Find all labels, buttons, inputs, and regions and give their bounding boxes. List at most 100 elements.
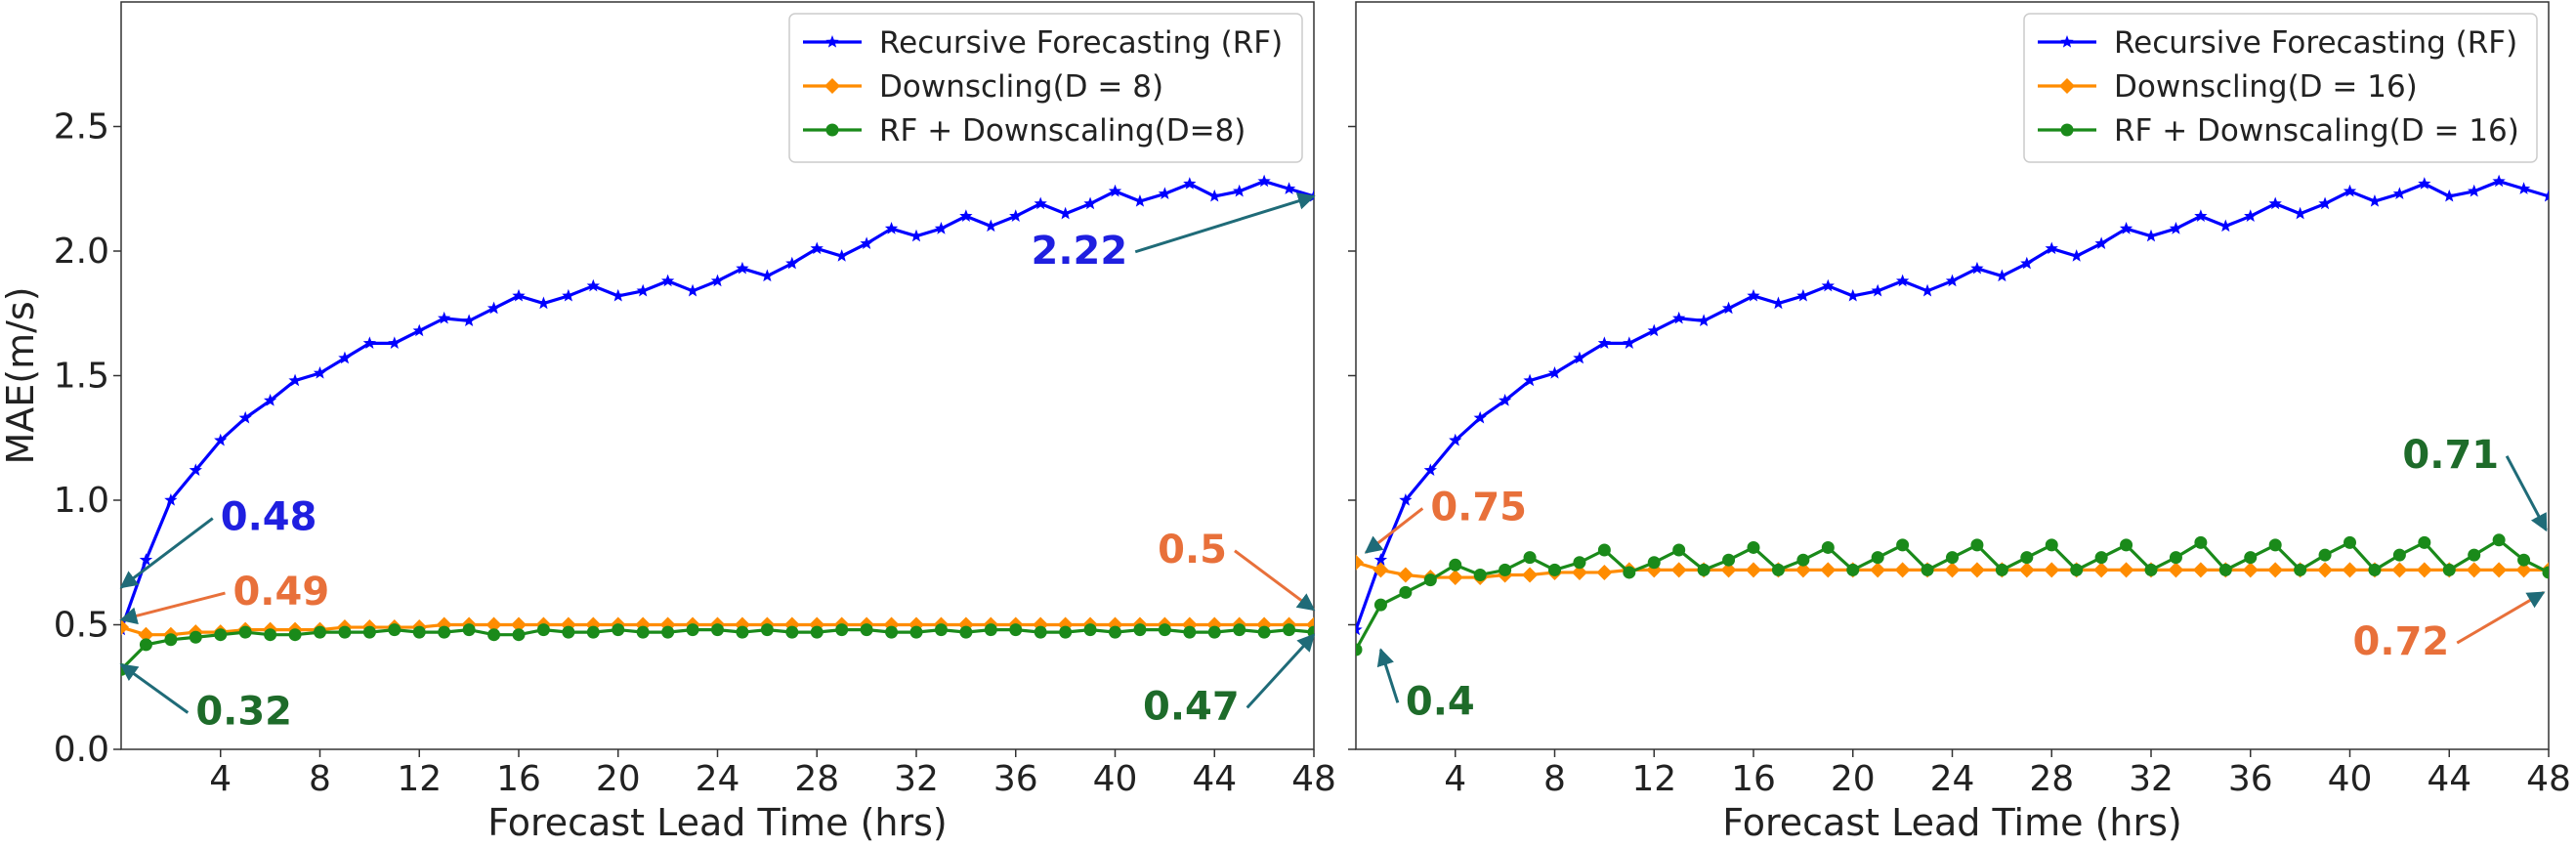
data-point [959,625,973,639]
data-point [2391,562,2408,578]
data-point [711,623,724,637]
data-point [1158,187,1172,200]
data-point [1009,209,1023,222]
x-tick-label: 8 [309,759,331,799]
data-point [612,288,625,302]
data-point [1397,567,1414,583]
data-point [189,630,202,644]
data-point [1573,556,1586,570]
annotation-arrow [119,663,190,714]
data-point [2515,562,2532,578]
x-tick-label: 12 [1631,759,1676,799]
data-point [314,625,326,639]
data-point [1771,563,1785,576]
data-point [2318,196,2332,210]
data-point [562,288,575,302]
data-point [486,616,502,633]
data-point [2542,566,2549,579]
data-point [362,625,376,639]
data-point [1596,564,1613,580]
legend-entry-label: RF + Downscaling(D=8) [879,113,1246,148]
annotation: 0.5 [1158,528,1316,612]
data-point [2094,236,2108,250]
data-point [2343,184,2357,197]
data-point [2169,551,2182,565]
data-point [2045,241,2058,255]
data-point [1722,553,1736,567]
data-point [1571,564,1587,580]
legend-entry-label: Recursive Forecasting (RF) [2114,25,2517,61]
series-line [121,179,1314,631]
data-point [1473,569,1487,581]
annotation-label: 0.32 [195,690,292,735]
data-point [1820,562,1837,578]
data-point [512,288,526,302]
x-tick-label: 4 [1444,759,1466,799]
data-point [1183,625,1197,639]
data-point [2045,538,2058,552]
data-point [1921,283,1934,297]
data-point [2368,563,2382,576]
legend-box [2023,13,2538,163]
data-point [1399,493,1413,506]
data-point [1447,570,1463,586]
annotation-label: 0.72 [2353,619,2450,664]
data-point [686,623,699,637]
x-tick-label: 20 [596,759,641,799]
data-point [1968,562,1985,578]
data-point [2418,177,2431,190]
data-point [1034,625,1047,639]
legend-swatch-marker [825,35,839,48]
data-point [1133,623,1147,637]
data-point [1034,196,1047,210]
data-point [1871,551,1884,565]
data-point [462,314,476,327]
data-point [164,633,178,647]
data-point [835,249,849,262]
data-point [1821,278,1835,292]
data-point [2070,563,2084,576]
data-point [760,269,775,282]
data-point [1423,463,1437,477]
data-point [2392,187,2407,200]
data-point [2492,174,2506,188]
data-point [1895,274,1910,287]
data-point [959,209,973,222]
data-point [1449,433,1462,446]
data-point [1870,562,1886,578]
data-point [1721,301,1736,315]
data-point [1944,562,1961,578]
data-point [984,623,997,637]
legend: Recursive Forecasting (RF) Downscling(D =… [788,13,1303,163]
data-point [1670,562,1687,578]
data-point [2442,563,2456,576]
annotation: 2.22 [1032,192,1316,274]
data-point [2118,562,2134,578]
series-combo [1356,533,2549,657]
data-point [313,365,327,379]
data-point [1597,543,1611,557]
x-axis-label: Forecast Lead Time (hrs) [1722,801,2181,844]
y-axis-label: MAE(m/s) [0,286,42,464]
annotation-label: 0.71 [2402,433,2499,478]
data-point [2192,562,2209,578]
data-point [661,625,675,639]
data-point [660,274,675,287]
data-point [1356,622,1363,636]
data-point [1896,538,1910,552]
data-point [1257,625,1271,639]
data-point [1423,573,1437,587]
legend-swatch-marker [2059,78,2075,94]
data-point [2492,533,2506,547]
data-point [139,638,152,652]
x-tick-label: 36 [2228,759,2273,799]
data-point [2018,562,2035,578]
x-tick-label: 24 [696,759,740,799]
data-point [810,241,823,255]
legend-entry-label: Recursive Forecasting (RF) [879,25,1283,61]
annotation-arrow [119,517,214,589]
legend-entry-label: Downscling(D = 16) [2114,69,2418,105]
data-point [1523,551,1537,565]
annotation-arrow [1234,549,1316,612]
